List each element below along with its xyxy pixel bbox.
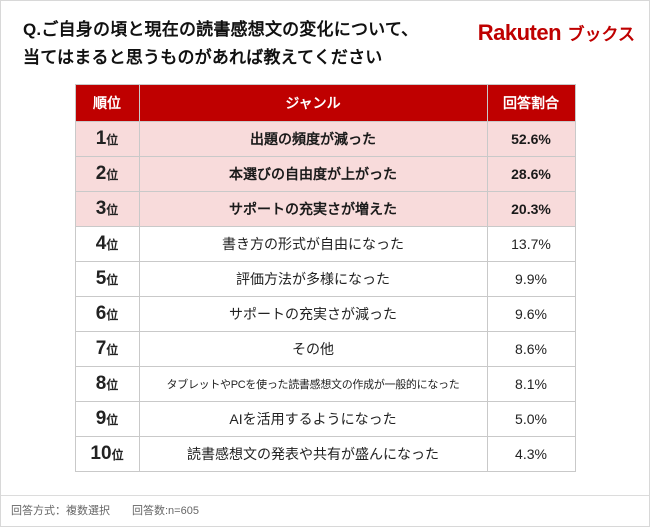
rank-cell: 8位 xyxy=(74,366,140,403)
rate-cell: 5.0% xyxy=(486,401,576,438)
table-row: 2位 本選びの自由度が上がった 28.6% xyxy=(74,156,576,193)
table-row: 7位 その他 8.6% xyxy=(74,331,576,368)
rate-cell: 28.6% xyxy=(486,156,576,193)
genre-cell: 出題の頻度が減った xyxy=(138,121,488,158)
column-header-genre: ジャンル xyxy=(138,84,488,123)
table-row: 3位 サポートの充実さが増えた 20.3% xyxy=(74,191,576,228)
rate-cell: 9.6% xyxy=(486,296,576,333)
rank-cell: 5位 xyxy=(74,261,140,298)
rank-cell: 6位 xyxy=(74,296,140,333)
header: Q.ご自身の頃と現在の読書感想文の変化について、 当てはまると思うものがあれば教… xyxy=(1,1,649,71)
rate-cell: 52.6% xyxy=(486,121,576,158)
page-title: Q.ご自身の頃と現在の読書感想文の変化について、 当てはまると思うものがあれば教… xyxy=(23,16,418,71)
rank-cell: 7位 xyxy=(74,331,140,368)
genre-cell: サポートの充実さが減った xyxy=(138,296,488,333)
genre-cell: 読書感想文の発表や共有が盛んになった xyxy=(138,436,488,473)
title-line-1: Q.ご自身の頃と現在の読書感想文の変化について、 xyxy=(23,20,419,39)
genre-cell: 本選びの自由度が上がった xyxy=(138,156,488,193)
table-row: 9位 AIを活用するようになった 5.0% xyxy=(74,401,576,438)
genre-cell: 評価方法が多様になった xyxy=(138,261,488,298)
survey-results-table: 順位 ジャンル 回答割合 1位 出題の頻度が減った 52.6% 2位 本選びの自… xyxy=(74,84,576,473)
genre-cell: 書き方の形式が自由になった xyxy=(138,226,488,263)
column-header-rate: 回答割合 xyxy=(486,84,576,123)
survey-method-note: 回答方式：複数選択 回答数:n=605 xyxy=(1,495,649,526)
rank-cell: 4位 xyxy=(74,226,140,263)
rank-cell: 2位 xyxy=(74,156,140,193)
title-line-2: 当てはまると思うものがあれば教えてください xyxy=(23,47,383,67)
table-row: 5位 評価方法が多様になった 9.9% xyxy=(74,261,576,298)
table-row: 6位 サポートの充実さが減った 9.6% xyxy=(74,296,576,333)
table-row: 4位 書き方の形式が自由になった 13.7% xyxy=(74,226,576,263)
rate-cell: 9.9% xyxy=(486,261,576,298)
rank-cell: 9位 xyxy=(74,401,140,438)
genre-cell: サポートの充実さが増えた xyxy=(138,191,488,228)
column-header-rank: 順位 xyxy=(74,84,140,123)
table-header-row: 順位 ジャンル 回答割合 xyxy=(74,84,576,123)
genre-cell: AIを活用するようになった xyxy=(138,401,488,438)
rate-cell: 4.3% xyxy=(486,436,576,473)
rate-cell: 8.6% xyxy=(486,331,576,368)
books-logo-text: ブックス xyxy=(567,25,636,44)
table-row: 8位 タブレットやPCを使った読書感想文の作成が一般的になった 8.1% xyxy=(74,366,576,403)
genre-cell: その他 xyxy=(138,331,488,368)
rank-cell: 10位 xyxy=(74,436,140,473)
table-row: 1位 出題の頻度が減った 52.6% xyxy=(74,121,576,158)
rate-cell: 8.1% xyxy=(486,366,576,403)
rate-cell: 13.7% xyxy=(486,226,576,263)
table-row: 10位 読書感想文の発表や共有が盛んになった 4.3% xyxy=(74,436,576,473)
genre-cell: タブレットやPCを使った読書感想文の作成が一般的になった xyxy=(138,366,488,403)
rank-cell: 3位 xyxy=(74,191,140,228)
rakuten-logo-text: Rakuten xyxy=(477,20,562,45)
rakuten-books-logo: Rakuten ブックス xyxy=(478,20,635,46)
rank-cell: 1位 xyxy=(74,121,140,158)
rate-cell: 20.3% xyxy=(486,191,576,228)
